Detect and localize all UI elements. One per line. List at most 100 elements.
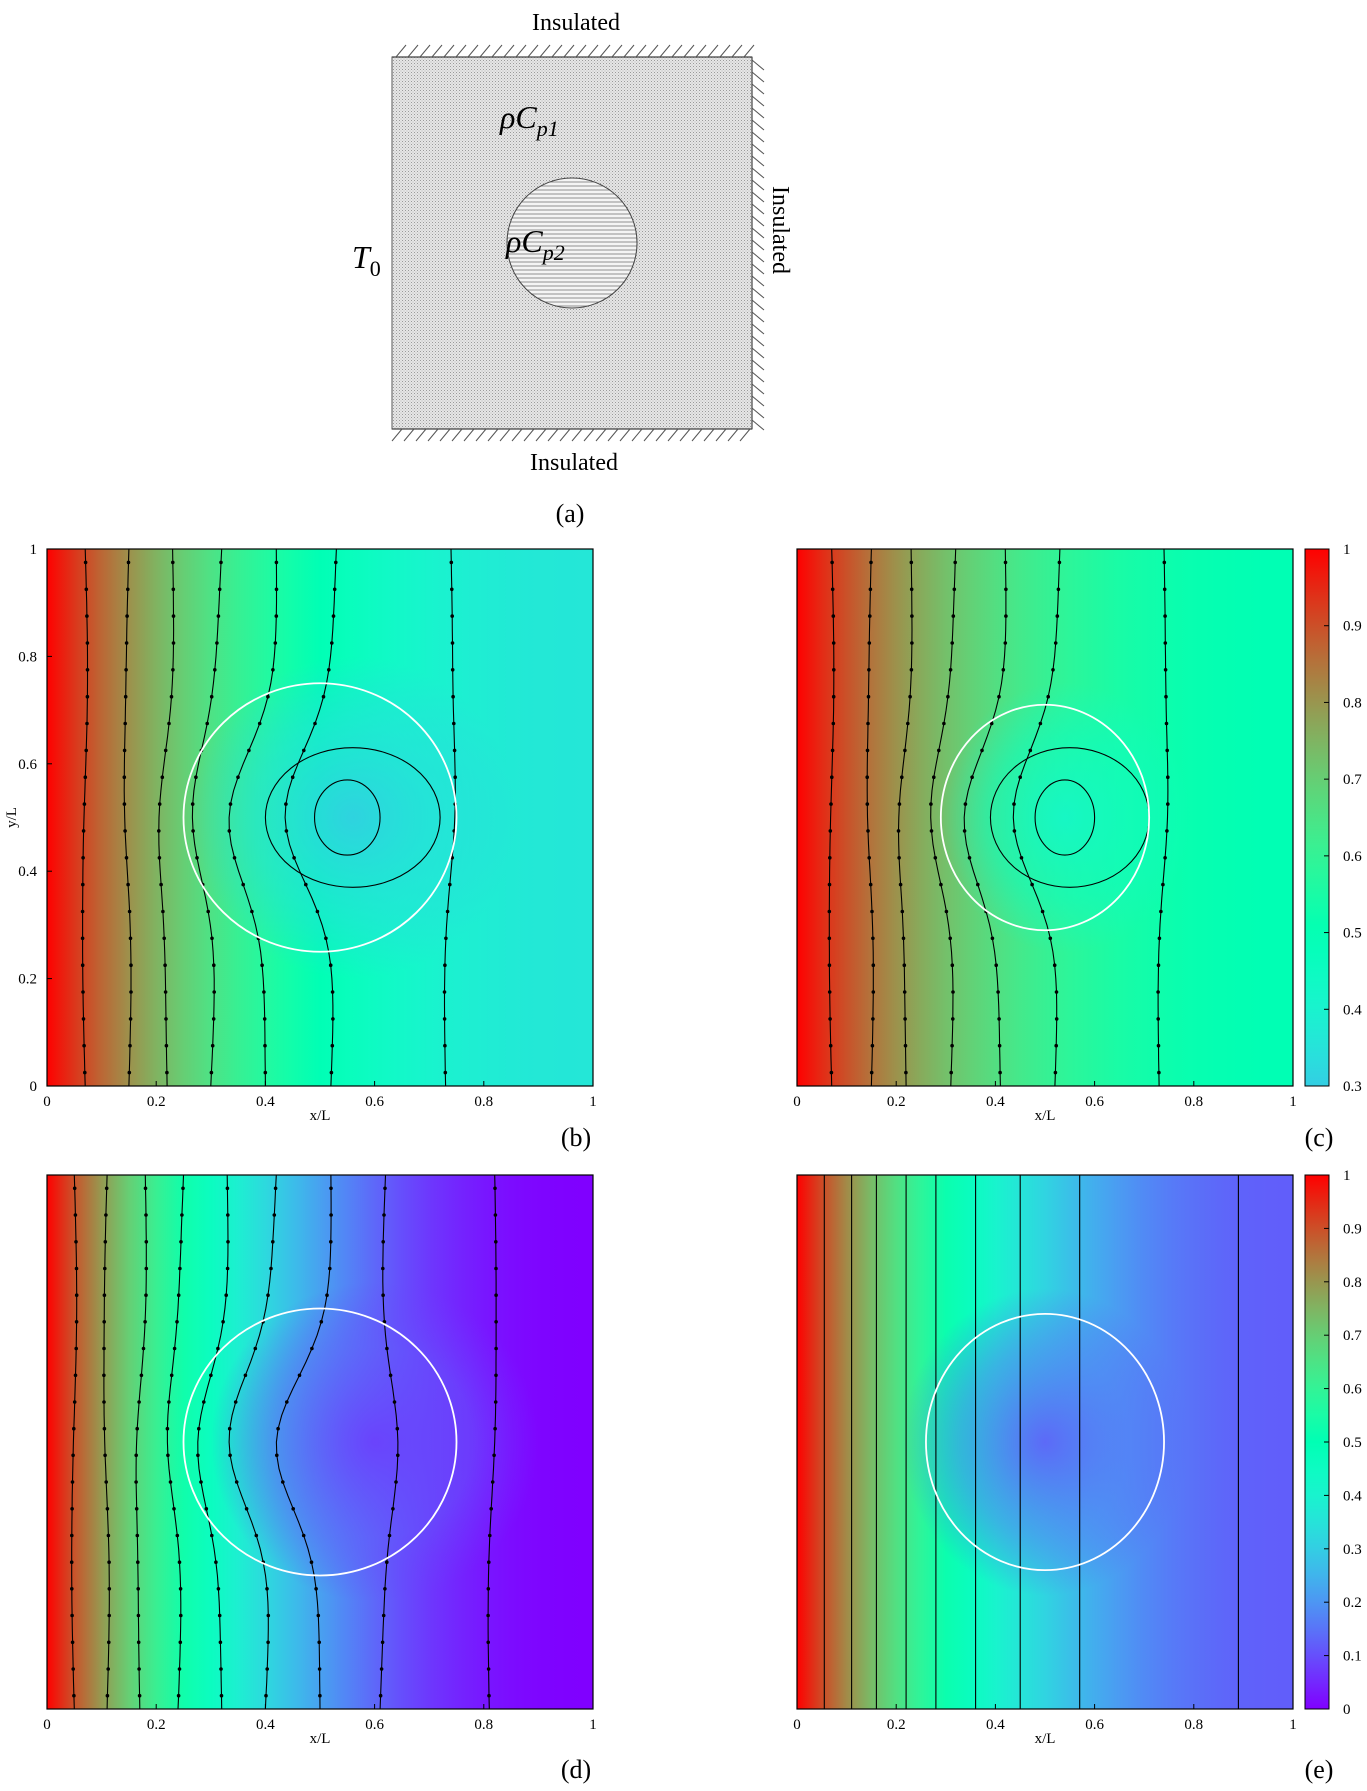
isotherm-marker	[830, 748, 835, 753]
isotherm-marker	[1018, 775, 1022, 779]
isotherm-marker	[123, 829, 127, 833]
closed-isotherm	[1034, 779, 1096, 856]
isotherm-marker	[172, 1346, 177, 1351]
isotherm-marker	[866, 829, 870, 833]
isotherm-marker	[281, 1480, 285, 1484]
right-insulation-hatch	[751, 57, 765, 431]
isotherm-line	[197, 1175, 229, 1709]
isotherm-marker	[274, 560, 279, 565]
isotherm-marker	[228, 1453, 232, 1458]
isotherm-marker	[937, 748, 941, 753]
isotherm-marker	[492, 1453, 496, 1458]
isotherm-marker	[139, 1373, 144, 1378]
isotherm-marker	[443, 1070, 448, 1075]
isotherm-marker	[181, 1186, 185, 1191]
isotherm-line	[284, 549, 337, 1086]
isotherm-marker	[273, 641, 278, 645]
colorbar-tick-label: 0.4	[1343, 1002, 1362, 1018]
isotherm-marker	[263, 1043, 267, 1048]
isotherm-marker	[83, 775, 88, 779]
isotherm-marker	[122, 775, 127, 779]
isotherm-marker	[1051, 668, 1055, 672]
isotherm-marker	[332, 587, 337, 592]
isotherm-marker	[330, 1043, 335, 1048]
isotherm-marker	[1038, 721, 1043, 726]
isotherm-marker	[82, 802, 87, 806]
isotherm-marker	[1004, 614, 1008, 618]
isotherm-marker	[493, 1400, 498, 1404]
isotherm-marker	[128, 1043, 132, 1048]
isotherm-marker	[70, 1533, 74, 1538]
isotherm-marker	[827, 882, 832, 887]
isotherm-marker	[165, 1070, 169, 1075]
isotherm-marker	[209, 1070, 214, 1075]
isotherm-marker	[316, 1613, 321, 1618]
isotherm-marker	[452, 748, 457, 753]
isotherm-marker	[385, 1346, 389, 1351]
x-tick-label: 1	[589, 1717, 597, 1733]
isotherm-marker	[141, 1346, 146, 1351]
isotherm-marker	[489, 1507, 494, 1511]
isotherm-marker	[85, 668, 90, 672]
isotherm-marker	[1163, 856, 1167, 860]
isotherm-marker	[302, 748, 306, 753]
isotherm-marker	[324, 936, 328, 941]
isotherm-marker	[179, 1240, 183, 1244]
isotherm-marker	[493, 1213, 498, 1217]
isotherm-marker	[71, 1453, 75, 1458]
colorbar	[1304, 548, 1330, 1087]
isotherm-marker	[831, 694, 836, 699]
isotherm-marker	[831, 721, 836, 726]
isotherm-marker	[898, 882, 903, 887]
isotherm-marker	[241, 882, 245, 887]
isotherm-marker	[164, 1017, 168, 1021]
isotherm-marker	[85, 641, 90, 645]
isotherm-marker	[122, 748, 127, 753]
isotherm-marker	[493, 1186, 497, 1191]
isotherm-marker	[1166, 802, 1170, 806]
isotherm-marker	[450, 614, 455, 618]
isotherm-marker	[962, 829, 967, 833]
plot-frame	[796, 548, 1294, 1087]
isotherm-marker	[388, 1373, 393, 1378]
isotherm-marker	[171, 587, 176, 592]
isotherm-marker	[871, 1017, 875, 1021]
isotherm-marker	[871, 936, 875, 941]
isotherm-marker	[1166, 775, 1170, 779]
isotherm-marker	[81, 1017, 86, 1021]
isotherm-marker	[383, 1587, 387, 1591]
isotherm-marker	[948, 936, 952, 941]
isotherm-marker	[70, 1613, 74, 1618]
isotherm-marker	[939, 882, 943, 887]
isotherm-marker	[946, 694, 950, 699]
isotherm-marker	[330, 641, 334, 645]
isotherm-marker	[171, 641, 176, 645]
isotherm-marker	[233, 1400, 238, 1404]
isotherm-marker	[328, 1266, 332, 1271]
inclusion-boundary-circle	[182, 1307, 458, 1577]
isotherm-marker	[81, 882, 85, 887]
isotherm-marker	[304, 882, 308, 887]
isotherm-marker	[944, 909, 949, 914]
isotherm-marker	[163, 963, 167, 967]
isotherm-marker	[232, 856, 237, 860]
isotherm-marker	[908, 694, 912, 699]
isotherm-marker	[190, 802, 195, 806]
x-tick-label: 0	[43, 1717, 51, 1733]
isotherm-marker	[949, 1070, 953, 1075]
isotherm-marker	[72, 1400, 77, 1404]
isotherm-marker	[102, 1293, 107, 1297]
isotherm-marker	[909, 587, 914, 592]
isotherm-marker	[950, 1043, 954, 1048]
isotherm-marker	[102, 1346, 106, 1351]
isotherm-marker	[210, 936, 214, 941]
isotherm-marker	[171, 560, 175, 565]
isotherm-marker	[129, 990, 133, 994]
isotherm-marker	[103, 1453, 107, 1458]
isotherm-marker	[216, 614, 221, 618]
isotherm-marker	[387, 1533, 392, 1538]
isotherm-marker	[1057, 560, 1062, 565]
isotherm-marker	[1156, 990, 1160, 994]
isotherm-marker	[831, 614, 836, 618]
isotherm-marker	[162, 936, 166, 941]
